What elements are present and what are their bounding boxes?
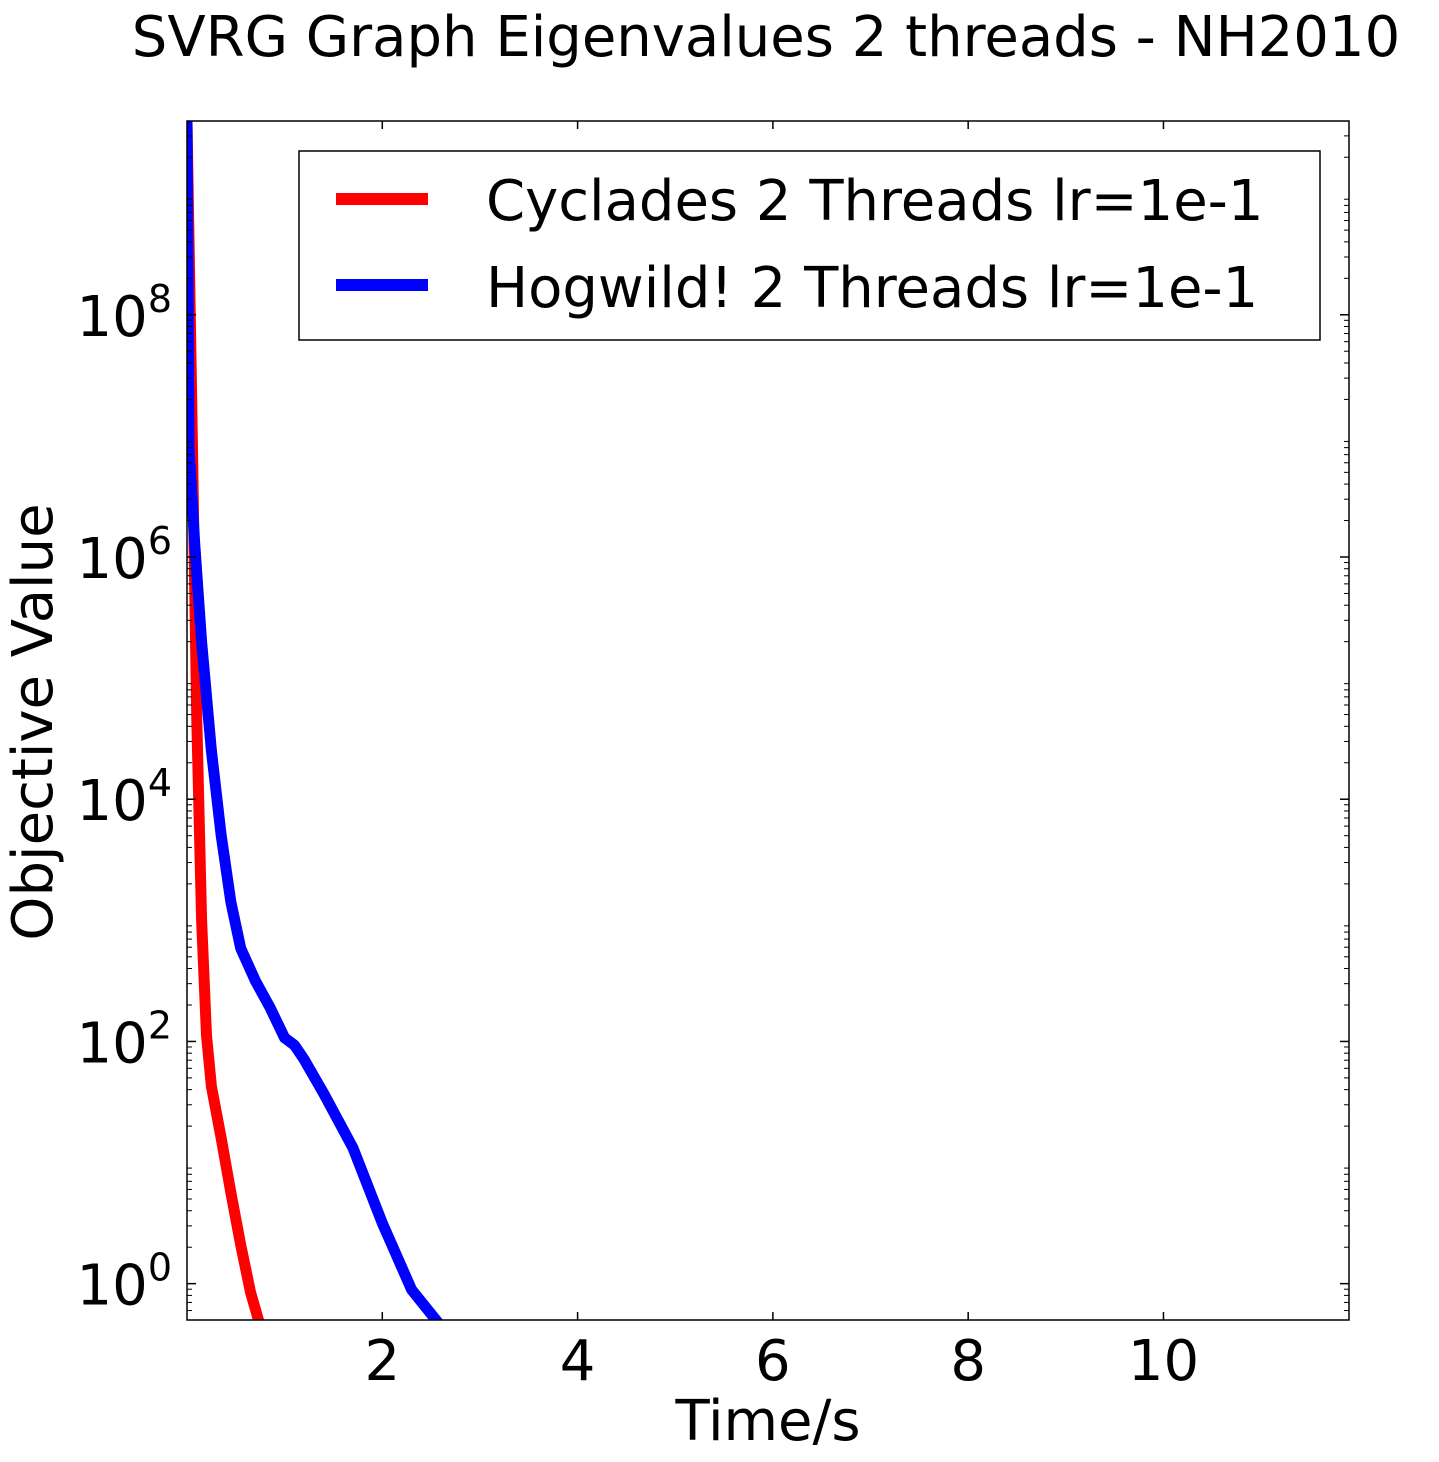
series-line-1	[187, 121, 444, 1320]
legend-label-hogwild: Hogwild! 2 Threads lr=1e-1	[486, 256, 1258, 321]
x-axis-label: Time/s	[674, 1389, 860, 1454]
y-tick-base: 10	[77, 1011, 148, 1076]
x-tick-label: 8	[950, 1329, 986, 1394]
y-tick-base: 10	[77, 769, 148, 834]
y-tick-exponent: 8	[148, 277, 172, 321]
x-tick-label: 6	[755, 1329, 791, 1394]
y-tick-exponent: 2	[148, 1003, 172, 1047]
x-tick-label: 4	[560, 1329, 596, 1394]
y-tick-exponent: 0	[148, 1246, 172, 1290]
y-tick-label: 104	[77, 761, 172, 834]
series-line-0	[187, 121, 265, 1320]
y-tick-label: 108	[77, 277, 172, 350]
plot-frame	[186, 120, 1350, 1321]
series-layer	[187, 121, 444, 1320]
y-tick-label: 100	[77, 1246, 172, 1319]
y-tick-base: 10	[77, 285, 148, 350]
y-tick-label: 102	[77, 1003, 172, 1076]
x-tick-label: 10	[1128, 1329, 1199, 1394]
y-tick-exponent: 6	[148, 519, 172, 563]
legend-label-cyclades: Cyclades 2 Threads lr=1e-1	[486, 169, 1264, 234]
x-tick-label: 2	[364, 1329, 400, 1394]
legend-box	[298, 150, 1321, 341]
y-tick-label: 106	[77, 519, 172, 592]
y-axis-label: Objective Value	[1, 503, 66, 940]
chart-title: SVRG Graph Eigenvalues 2 threads - NH201…	[132, 5, 1400, 70]
y-tick-base: 10	[77, 527, 148, 592]
y-tick-base: 10	[77, 1254, 148, 1319]
y-tick-exponent: 4	[148, 761, 172, 805]
legend: Cyclades 2 Threads lr=1e-1 Hogwild! 2 Th…	[298, 150, 1321, 341]
